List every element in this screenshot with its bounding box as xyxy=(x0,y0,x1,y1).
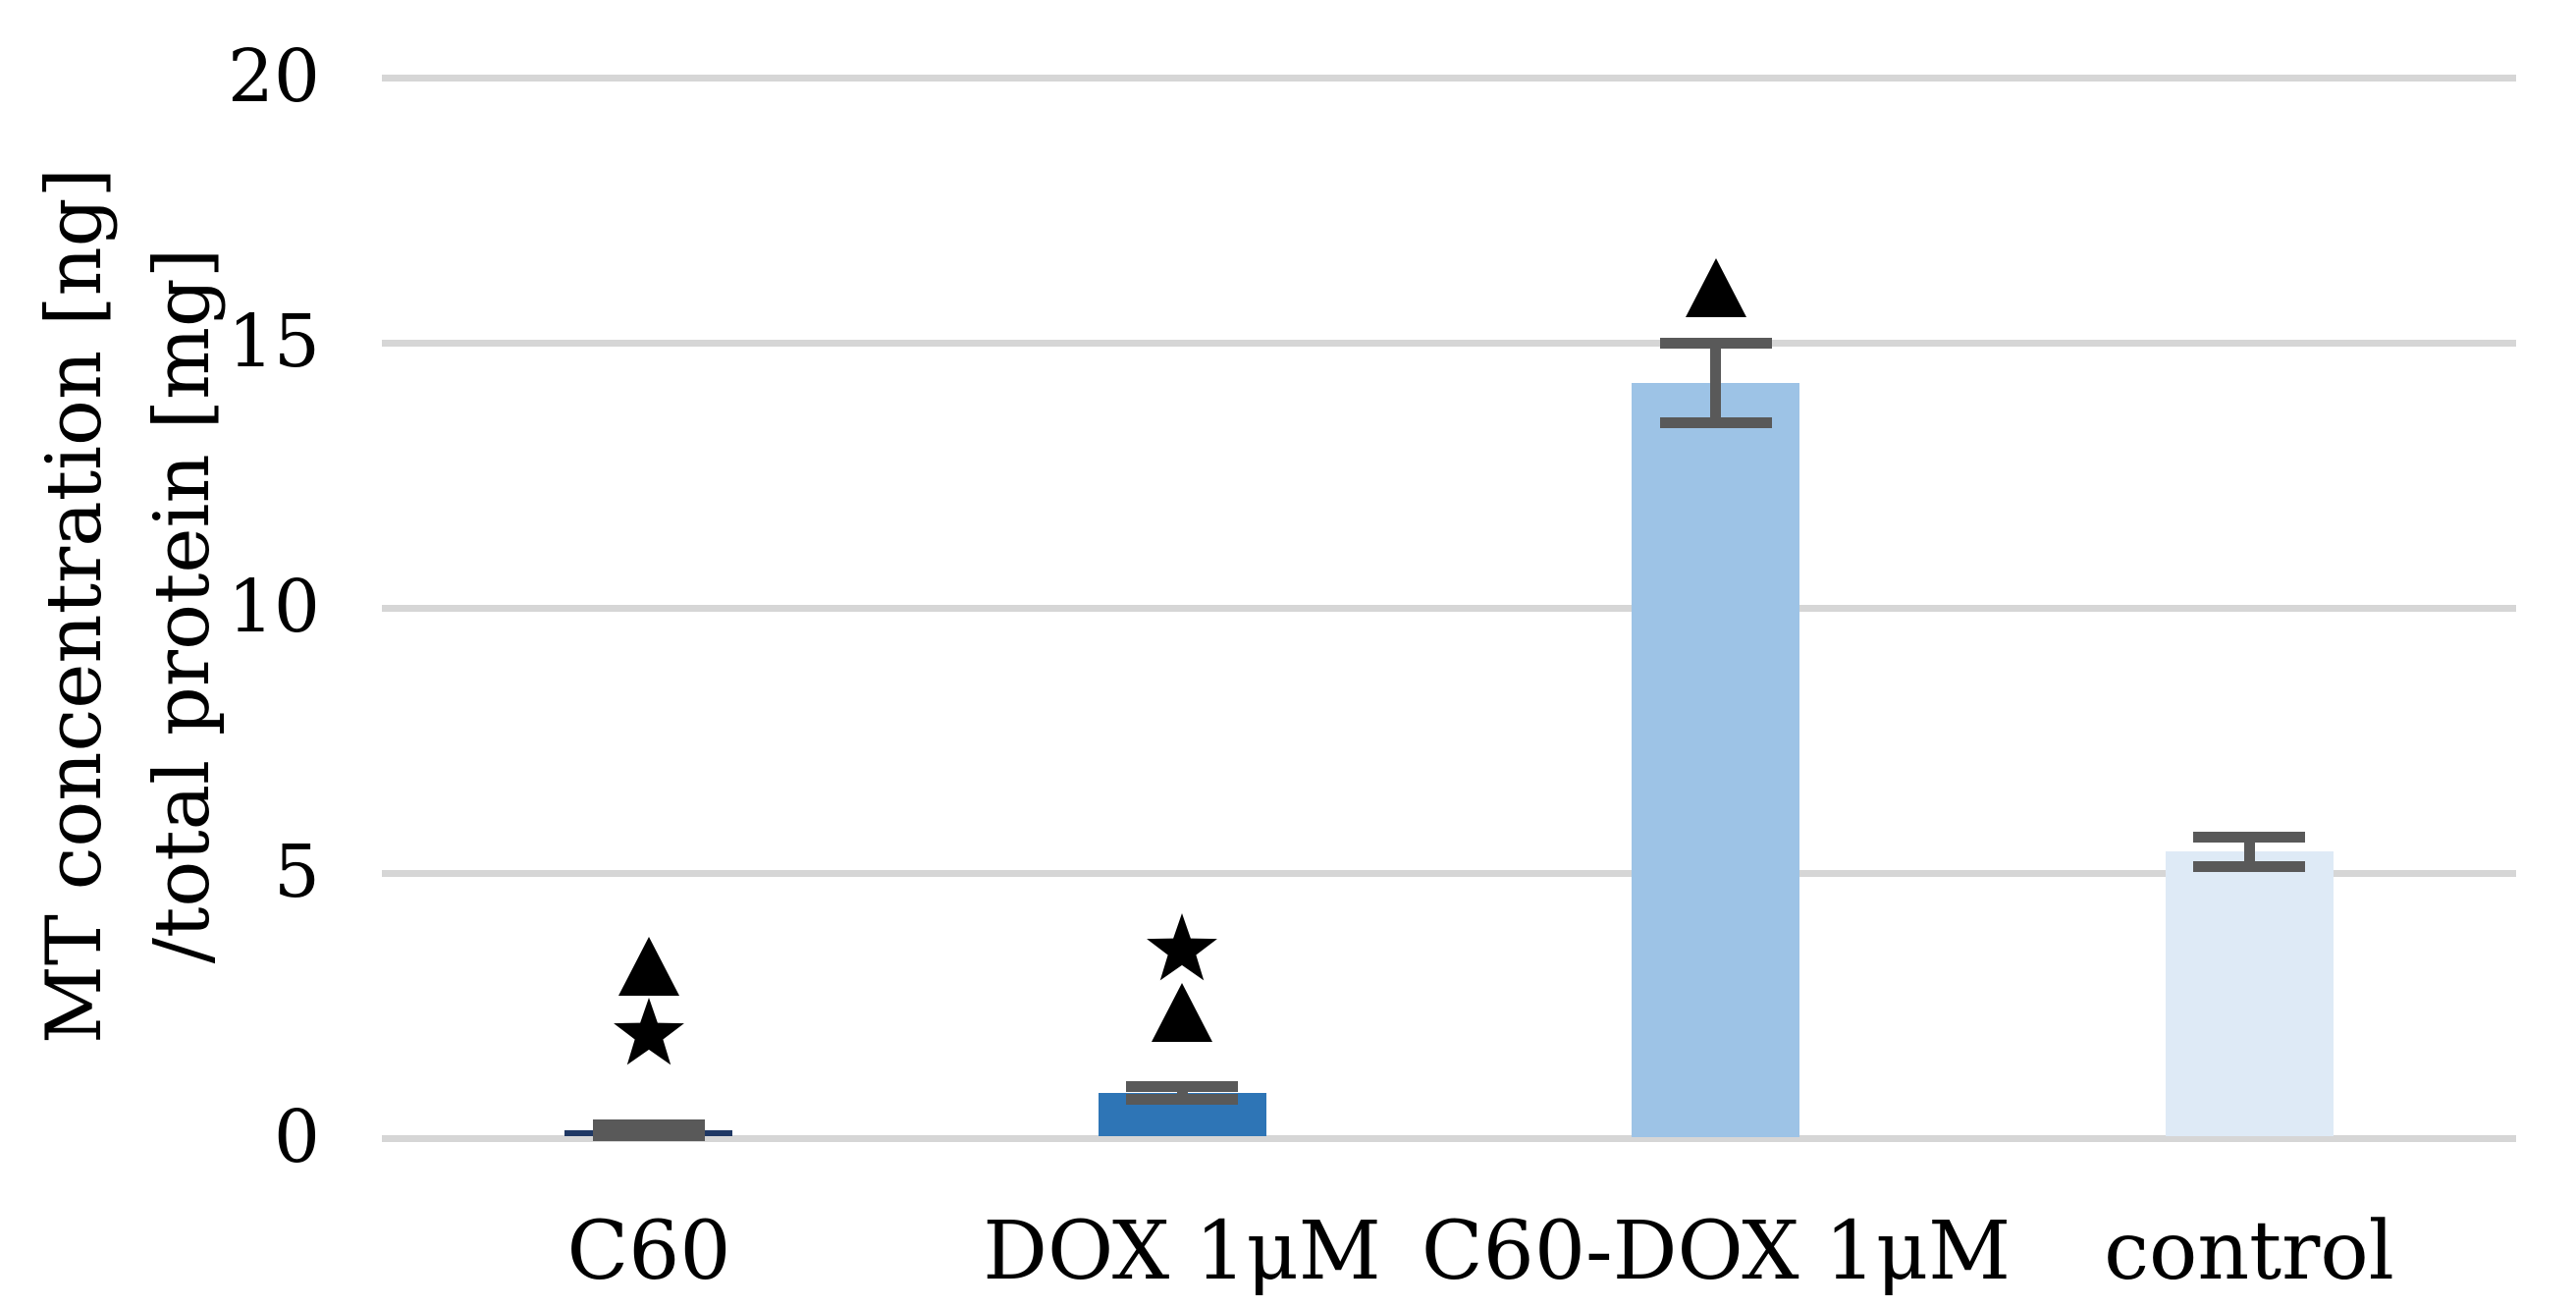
star-icon xyxy=(1145,913,1219,981)
category-label-c60-dox-1-m: C60-DOX 1μM xyxy=(1421,1205,2012,1298)
error-bar-cap xyxy=(1660,417,1772,428)
star-icon xyxy=(612,998,686,1065)
error-bar-cap xyxy=(1660,338,1772,349)
triangle-icon xyxy=(1686,258,1746,317)
error-bar-c60-dox-1-m xyxy=(1710,343,1721,422)
error-bar-control xyxy=(2244,837,2255,866)
gridline-15 xyxy=(382,340,2516,347)
triangle-icon xyxy=(618,937,679,996)
gridline-10 xyxy=(382,605,2516,612)
y-tick-label-0: 0 xyxy=(273,1095,320,1179)
error-bar-cap xyxy=(1126,1094,1238,1105)
bar-c60-dox-1-m xyxy=(1632,383,1799,1137)
category-label-c60: C60 xyxy=(566,1205,731,1298)
triangle-icon xyxy=(1152,983,1212,1042)
y-tick-label-15: 15 xyxy=(227,300,320,384)
error-bar-cap xyxy=(593,1130,705,1141)
category-label-control: control xyxy=(2104,1205,2394,1298)
error-bar-cap xyxy=(593,1119,705,1130)
y-tick-label-5: 5 xyxy=(273,830,320,914)
y-tick-label-20: 20 xyxy=(227,34,320,119)
gridline-5 xyxy=(382,870,2516,877)
category-label-dox-1-m: DOX 1μM xyxy=(983,1205,1381,1298)
error-bar-cap xyxy=(1126,1081,1238,1092)
gridline-0 xyxy=(382,1135,2516,1142)
error-bar-dox-1-m xyxy=(1177,1087,1188,1100)
gridline-20 xyxy=(382,75,2516,82)
error-bar-cap xyxy=(2193,832,2305,843)
y-tick-label-10: 10 xyxy=(227,565,320,649)
bar-control xyxy=(2166,851,2334,1136)
error-bar-cap xyxy=(2193,861,2305,872)
